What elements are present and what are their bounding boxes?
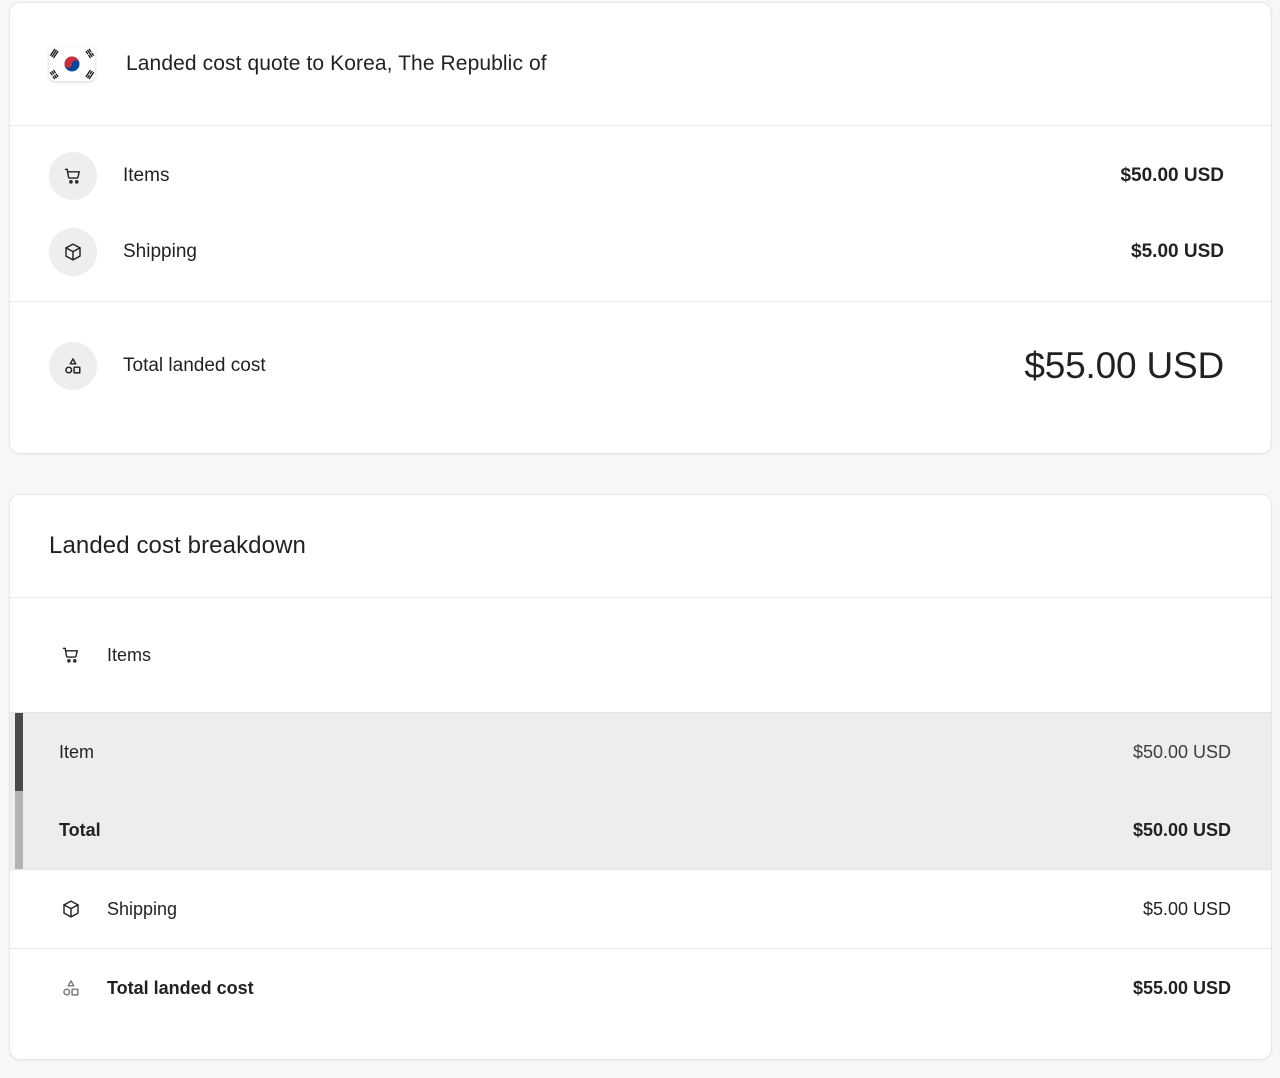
shopping-cart-icon	[59, 645, 83, 665]
breakdown-row-items-total: Total $50.00 USD	[10, 791, 1271, 869]
shapes-icon	[49, 342, 97, 390]
breakdown-title: Landed cost breakdown	[49, 532, 306, 559]
summary-row-label: Items	[123, 165, 170, 186]
summary-rows: Items $50.00 USD Shipping $5.00 USD	[10, 138, 1271, 290]
breakdown-row-label: Item	[59, 741, 95, 762]
divider	[10, 125, 1271, 126]
breakdown-total-amount: $55.00 USD	[1132, 977, 1231, 998]
landed-cost-summary-card: Landed cost quote to Korea, The Republic…	[9, 2, 1272, 454]
summary-row-label: Shipping	[123, 241, 197, 262]
summary-row-total-landed-cost: Total landed cost $55.00 USD	[10, 302, 1271, 430]
summary-total-label: Total landed cost	[123, 355, 266, 376]
summary-card-header: Landed cost quote to Korea, The Republic…	[10, 3, 1271, 125]
breakdown-row-shipping: Shipping $5.00 USD	[10, 870, 1271, 948]
breakdown-row-label: Shipping	[107, 898, 178, 919]
breakdown-header: Landed cost breakdown	[10, 495, 1271, 597]
breakdown-items-scroll-region[interactable]: Item $50.00 USD Total $50.00 USD	[10, 712, 1271, 870]
scrollbar-thumb[interactable]	[15, 713, 23, 791]
summary-row-amount: $5.00 USD	[1131, 241, 1224, 262]
breakdown-row-amount: $5.00 USD	[1142, 898, 1231, 919]
summary-row-items: Items $50.00 USD	[10, 138, 1271, 214]
divider	[10, 948, 1271, 949]
divider	[10, 301, 1271, 302]
summary-total-amount: $55.00 USD	[1024, 345, 1224, 386]
page-title: Landed cost quote to Korea, The Republic…	[126, 52, 547, 75]
vertical-scrollbar[interactable]	[15, 713, 23, 869]
landed-cost-breakdown-card: Landed cost breakdown Items Item $50.0	[9, 494, 1272, 1060]
breakdown-total-label: Total landed cost	[107, 977, 254, 998]
shapes-icon	[59, 977, 83, 999]
package-box-icon	[49, 228, 97, 276]
kr-flag-icon	[49, 47, 95, 81]
breakdown-row-amount: $50.00 USD	[1132, 741, 1231, 762]
breakdown-section-label: Items	[107, 644, 152, 665]
shopping-cart-icon	[49, 152, 97, 200]
divider	[10, 597, 1271, 598]
breakdown-row-amount: $50.00 USD	[1132, 819, 1231, 840]
package-box-icon	[59, 899, 83, 919]
summary-row-shipping: Shipping $5.00 USD	[10, 214, 1271, 290]
breakdown-row-total-landed-cost: Total landed cost $55.00 USD	[10, 949, 1271, 1027]
breakdown-row-item: Item $50.00 USD	[10, 713, 1271, 791]
summary-row-amount: $50.00 USD	[1120, 165, 1224, 186]
breakdown-section-items: Items	[10, 598, 1271, 712]
breakdown-row-label: Total	[59, 819, 101, 840]
